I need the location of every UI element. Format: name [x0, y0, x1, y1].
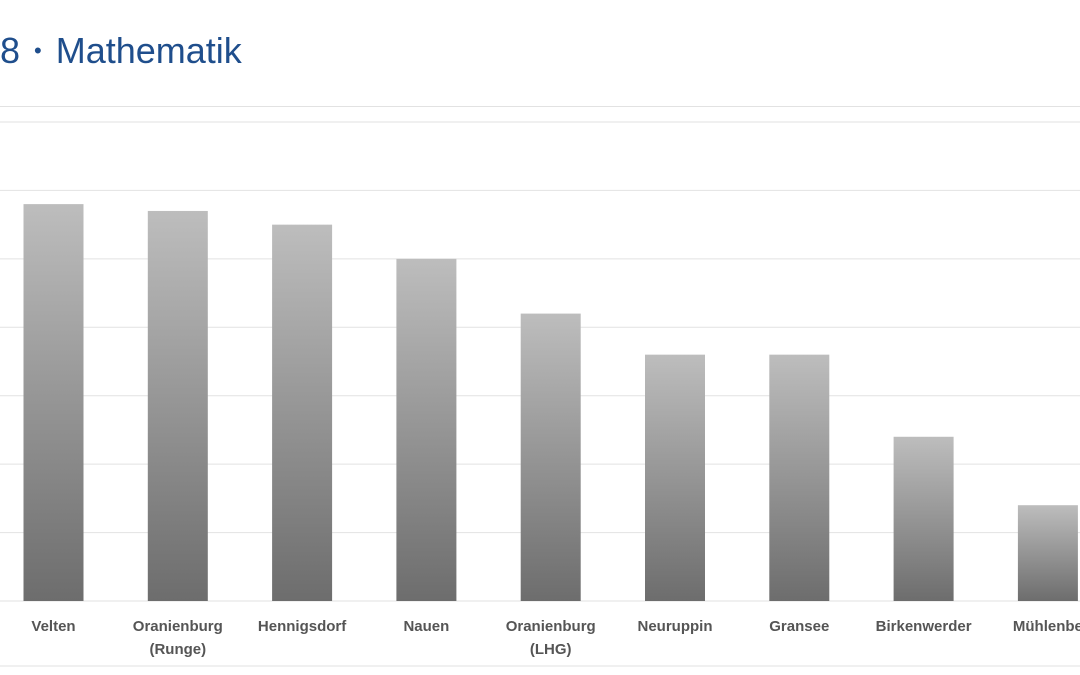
title-separator: •: [34, 38, 42, 63]
bar: [147, 210, 208, 601]
x-tick-label: Velten: [31, 618, 75, 635]
bar-chart: Velten Oranienburg (Runge) Hennigsdorf Nauen…: [0, 121, 1080, 667]
x-tick-label-line: Mühlenbe: [1013, 618, 1080, 635]
bar: [1017, 505, 1078, 601]
x-tick-label-line: Oranienburg: [133, 618, 223, 635]
x-tick-label: Birkenwerder: [876, 618, 972, 635]
bar: [396, 258, 457, 601]
bar: [769, 354, 830, 601]
x-tick-label-line: (LHG): [530, 641, 572, 658]
x-tick-label-line: Gransee: [769, 618, 829, 635]
x-axis-labels: Velten Oranienburg (Runge) Hennigsdorf Nauen…: [31, 618, 1080, 658]
x-tick-label: Mühlenbe: [1013, 618, 1080, 635]
x-tick-label: Gransee: [769, 618, 829, 635]
bar: [645, 354, 705, 601]
title-prefix: 8: [0, 30, 21, 71]
x-tick-label-line: Nauen: [403, 618, 449, 635]
bars: [23, 204, 1078, 601]
title-main: Mathematik: [55, 30, 242, 71]
x-tick-label-line: (Runge): [149, 641, 206, 658]
bar: [893, 436, 954, 601]
x-tick-label: Neuruppin: [638, 618, 713, 635]
bar: [272, 224, 333, 601]
x-tick-label-line: Velten: [31, 618, 75, 635]
title-divider: [0, 106, 1080, 107]
x-tick-label-line: Birkenwerder: [876, 618, 972, 635]
bar: [23, 204, 84, 601]
x-tick-label: Oranienburg (Runge): [133, 618, 223, 658]
x-tick-label-line: Neuruppin: [638, 618, 713, 635]
bar: [520, 313, 581, 601]
x-tick-label-line: Oranienburg: [506, 618, 596, 635]
x-tick-label-line: Hennigsdorf: [258, 618, 347, 635]
x-tick-label: Oranienburg (LHG): [506, 618, 596, 658]
x-tick-label: Hennigsdorf: [258, 618, 347, 635]
x-tick-label: Nauen: [403, 618, 449, 635]
page-title: 8 • Mathematik: [0, 26, 242, 76]
